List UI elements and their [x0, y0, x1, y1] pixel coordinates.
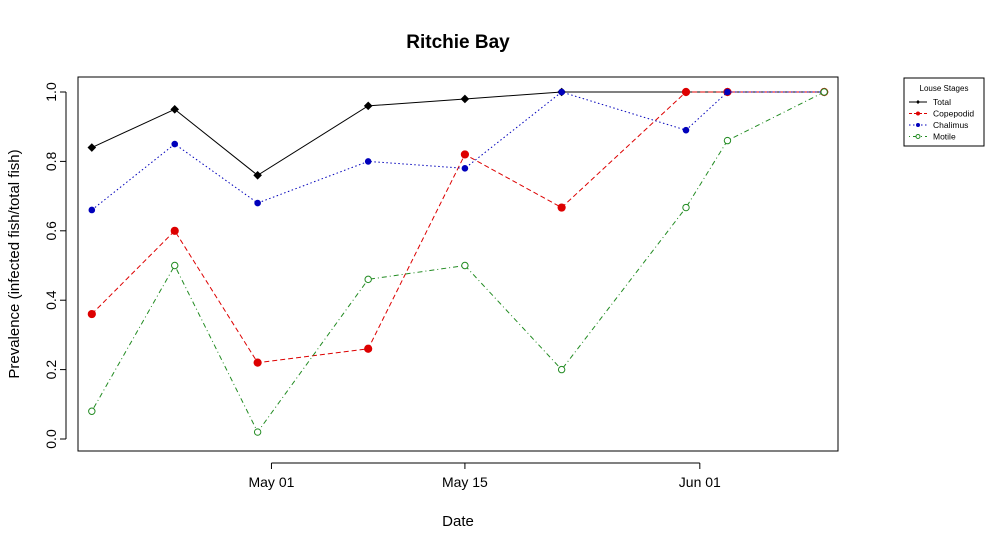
- data-point: [253, 170, 262, 180]
- x-tick-label: May 01: [248, 474, 294, 490]
- data-point: [170, 226, 179, 235]
- y-axis-label: Prevalence (infected fish/total fish): [6, 149, 23, 378]
- series-line: [91, 91, 825, 211]
- data-point: [461, 261, 469, 270]
- data-point: [558, 88, 565, 96]
- series-line: [91, 91, 825, 176]
- legend-item-total: Total: [909, 97, 951, 107]
- chart-title: Ritchie Bay: [406, 32, 510, 53]
- y-axis: 0.0 0.2 0.4 0.6 0.8 1.0: [43, 82, 67, 449]
- legend-label: Total: [933, 97, 951, 107]
- y-tick-label: 0.4: [43, 290, 59, 310]
- data-point: [364, 158, 372, 165]
- legend-item-copepodid: Copepodid: [909, 109, 974, 119]
- x-axis: May 01 May 15 Jun 01: [248, 462, 721, 490]
- data-point: [87, 309, 96, 319]
- data-point: [88, 206, 96, 214]
- data-point: [681, 87, 691, 97]
- legend-label: Chalimus: [933, 120, 968, 130]
- y-tick-label: 0.6: [43, 221, 59, 241]
- y-tick-label: 0.2: [43, 360, 59, 380]
- legend-item-motile: Motile: [909, 132, 956, 142]
- legend-label: Copepodid: [933, 109, 974, 119]
- data-point: [364, 344, 373, 353]
- y-tick-label: 1.0: [43, 82, 59, 102]
- series-copepodid: [87, 87, 829, 367]
- data-point: [460, 94, 470, 104]
- series-total: [87, 87, 829, 180]
- series-layer: [87, 87, 829, 436]
- series-chalimus: [88, 88, 828, 214]
- data-point: [460, 150, 470, 159]
- series-motile: [88, 88, 828, 436]
- legend-marker: [916, 111, 920, 116]
- data-point: [171, 261, 179, 270]
- legend-label: Motile: [933, 132, 956, 142]
- data-point: [364, 275, 372, 284]
- data-point: [363, 101, 373, 111]
- legend-marker: [915, 134, 921, 139]
- x-tick-label: May 15: [442, 474, 488, 490]
- plot-frame: [77, 76, 839, 452]
- series-line: [91, 91, 825, 434]
- legend-marker: [916, 123, 920, 127]
- data-point: [557, 203, 566, 212]
- data-point: [682, 203, 690, 212]
- data-point: [557, 365, 566, 374]
- legend-item-chalimus: Chalimus: [909, 120, 968, 130]
- x-axis-label: Date: [442, 513, 474, 530]
- data-point: [253, 358, 262, 367]
- data-point: [724, 88, 731, 96]
- series-line: [91, 91, 825, 364]
- data-point: [171, 140, 179, 148]
- data-point: [254, 199, 261, 207]
- data-point: [820, 88, 828, 96]
- data-point: [170, 105, 180, 114]
- data-point: [88, 407, 96, 415]
- y-tick-label: 0.8: [43, 151, 59, 171]
- legend-marker: [916, 100, 920, 104]
- data-point: [253, 428, 262, 436]
- data-point: [682, 126, 690, 134]
- data-point: [723, 136, 732, 145]
- x-tick-label: Jun 01: [679, 474, 721, 490]
- legend-title: Louse Stages: [920, 84, 969, 93]
- data-point: [87, 143, 97, 152]
- data-point: [461, 165, 469, 172]
- y-tick-label: 0.0: [43, 429, 59, 449]
